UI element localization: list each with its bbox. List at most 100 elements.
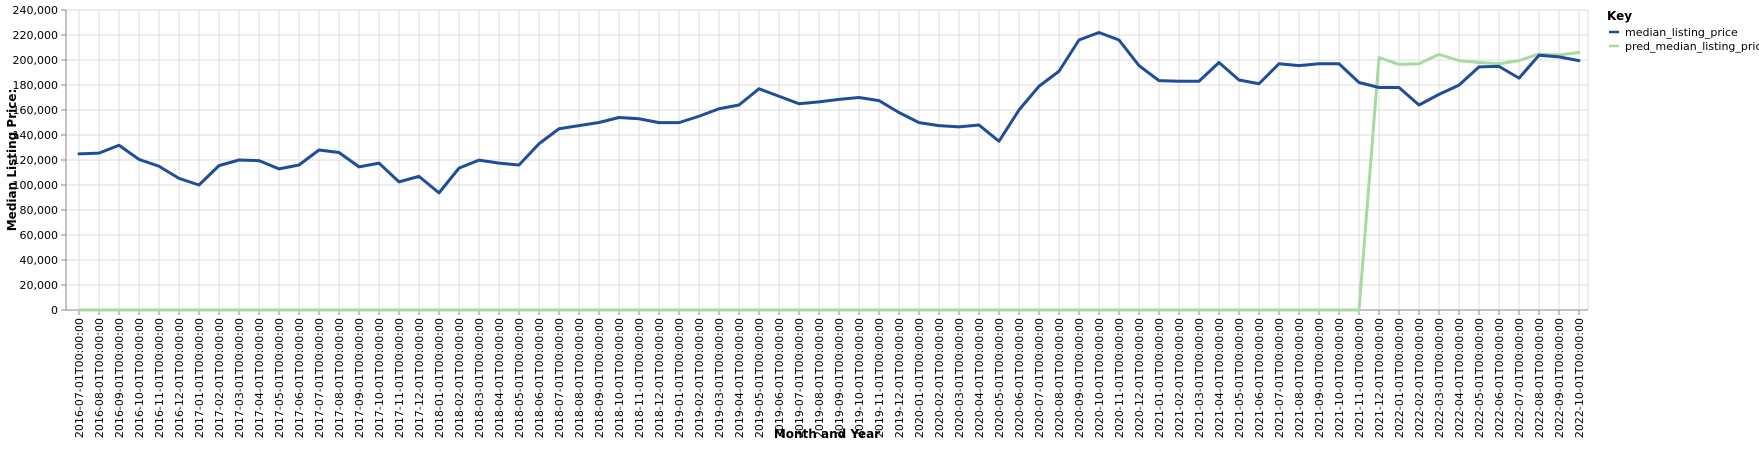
- y-axis-title: Median Listing Price:: [5, 89, 19, 232]
- x-tick-label: 2019-07-01T00:00:00: [793, 318, 806, 438]
- x-tick-label: 2022-05-01T00:00:00: [1473, 318, 1486, 438]
- x-tick-label: 2019-10-01T00:00:00: [853, 318, 866, 438]
- x-tick-label: 2017-08-01T00:00:00: [333, 318, 346, 438]
- y-tick-label: 80,000: [20, 204, 59, 217]
- x-tick-label: 2021-06-01T00:00:00: [1253, 318, 1266, 438]
- x-tick-label: 2016-09-01T00:00:00: [113, 318, 126, 438]
- x-tick-label: 2017-12-01T00:00:00: [413, 318, 426, 438]
- x-tick-label: 2021-04-01T00:00:00: [1213, 318, 1226, 438]
- y-axis: 0 20,000 40,000 60,000 80,000 100,000 120,000 1…: [13, 4, 66, 317]
- y-tick-label: 200,000: [13, 54, 59, 67]
- x-tick-label: 2020-01-01T00:00:00: [913, 318, 926, 438]
- x-tick-label: 2016-11-01T00:00:00: [153, 318, 166, 438]
- series-lines: [77, 31, 1581, 312]
- x-tick-label: 2021-09-01T00:00:00: [1313, 318, 1326, 438]
- x-tick-label: 2017-04-01T00:00:00: [253, 318, 266, 438]
- x-tick-label: 2019-09-01T00:00:00: [833, 318, 846, 438]
- x-tick-label: 2018-02-01T00:00:00: [453, 318, 466, 438]
- series-line-median-listing-price: [77, 31, 1581, 195]
- gridlines: [66, 9, 1588, 311]
- x-tick-label: 2019-08-01T00:00:00: [813, 318, 826, 438]
- x-tick-label: 2020-05-01T00:00:00: [993, 318, 1006, 438]
- x-tick-label: 2020-07-01T00:00:00: [1033, 318, 1046, 438]
- x-tick-label: 2019-04-01T00:00:00: [733, 318, 746, 438]
- y-tick-label: 0: [51, 304, 58, 317]
- x-tick-label: 2022-08-01T00:00:00: [1533, 318, 1546, 438]
- y-tick-label: 240,000: [13, 4, 59, 17]
- x-tick-label: 2019-05-01T00:00:00: [753, 318, 766, 438]
- x-tick-label: 2021-11-01T00:00:00: [1353, 318, 1366, 438]
- legend-label: pred_median_listing_price: [1625, 40, 1759, 53]
- y-tick-label: 40,000: [20, 254, 59, 267]
- x-axis-title: Month and Year: [774, 427, 880, 441]
- x-tick-label: 2019-01-01T00:00:00: [673, 318, 686, 438]
- x-tick-label: 2017-02-01T00:00:00: [213, 318, 226, 438]
- x-tick-label: 2021-08-01T00:00:00: [1293, 318, 1306, 438]
- x-tick-label: 2021-10-01T00:00:00: [1333, 318, 1346, 438]
- x-tick-label: 2017-05-01T00:00:00: [273, 318, 286, 438]
- x-tick-label: 2016-08-01T00:00:00: [93, 318, 106, 438]
- x-tick-label: 2020-09-01T00:00:00: [1073, 318, 1086, 438]
- y-tick-label: 60,000: [20, 229, 59, 242]
- x-tick-label: 2018-03-01T00:00:00: [473, 318, 486, 438]
- x-tick-label: 2017-09-01T00:00:00: [353, 318, 366, 438]
- x-tick-label: 2018-08-01T00:00:00: [573, 318, 586, 438]
- x-tick-label: 2017-03-01T00:00:00: [233, 318, 246, 438]
- series-line-pred-median-listing-price: [77, 51, 1581, 312]
- y-tick-label: 100,000: [13, 179, 59, 192]
- x-tick-label: 2020-04-01T00:00:00: [973, 318, 986, 438]
- x-tick-label: 2019-02-01T00:00:00: [693, 318, 706, 438]
- x-tick-label: 2018-04-01T00:00:00: [493, 318, 506, 438]
- x-tick-label: 2022-06-01T00:00:00: [1493, 318, 1506, 438]
- x-tick-label: 2022-10-01T00:00:00: [1573, 318, 1586, 438]
- x-tick-label: 2017-06-01T00:00:00: [293, 318, 306, 438]
- x-tick-label: 2022-04-01T00:00:00: [1453, 318, 1466, 438]
- x-tick-label: 2018-12-01T00:00:00: [653, 318, 666, 438]
- x-tick-label: 2019-03-01T00:00:00: [713, 318, 726, 438]
- x-tick-label: 2021-05-01T00:00:00: [1233, 318, 1246, 438]
- legend-label: median_listing_price: [1625, 26, 1738, 39]
- legend-title: Key: [1607, 9, 1632, 23]
- x-tick-label: 2022-07-01T00:00:00: [1513, 318, 1526, 438]
- x-tick-label: 2021-03-01T00:00:00: [1193, 318, 1206, 438]
- x-tick-label: 2018-01-01T00:00:00: [433, 318, 446, 438]
- x-tick-label: 2018-11-01T00:00:00: [633, 318, 646, 438]
- x-tick-label: 2020-06-01T00:00:00: [1013, 318, 1026, 438]
- x-tick-label: 2022-09-01T00:00:00: [1553, 318, 1566, 438]
- x-tick-label: 2018-05-01T00:00:00: [513, 318, 526, 438]
- x-tick-label: 2019-06-01T00:00:00: [773, 318, 786, 438]
- y-tick-label: 180,000: [13, 79, 59, 92]
- y-tick-label: 140,000: [13, 129, 59, 142]
- x-tick-label: 2017-07-01T00:00:00: [313, 318, 326, 438]
- x-tick-label: 2021-07-01T00:00:00: [1273, 318, 1286, 438]
- x-tick-label: 2016-12-01T00:00:00: [173, 318, 186, 438]
- x-tick-label: 2020-10-01T00:00:00: [1093, 318, 1106, 438]
- x-tick-label: 2018-10-01T00:00:00: [613, 318, 626, 438]
- x-tick-label: 2019-11-01T00:00:00: [873, 318, 886, 438]
- x-tick-label: 2021-02-01T00:00:00: [1173, 318, 1186, 438]
- x-tick-label: 2020-12-01T00:00:00: [1133, 318, 1146, 438]
- x-tick-label: 2022-01-01T00:00:00: [1393, 318, 1406, 438]
- x-tick-label: 2016-10-01T00:00:00: [133, 318, 146, 438]
- x-tick-label: 2017-01-01T00:00:00: [193, 318, 206, 438]
- x-tick-label: 2020-08-01T00:00:00: [1053, 318, 1066, 438]
- x-tick-label: 2020-11-01T00:00:00: [1113, 318, 1126, 438]
- x-tick-label: 2016-07-01T00:00:00: [73, 318, 86, 438]
- x-tick-label: 2019-12-01T00:00:00: [893, 318, 906, 438]
- x-tick-label: 2020-02-01T00:00:00: [933, 318, 946, 438]
- x-tick-label: 2021-12-01T00:00:00: [1373, 318, 1386, 438]
- x-tick-label: 2018-09-01T00:00:00: [593, 318, 606, 438]
- x-tick-label: 2018-07-01T00:00:00: [553, 318, 566, 438]
- x-tick-label: 2017-10-01T00:00:00: [373, 318, 386, 438]
- y-tick-label: 120,000: [13, 154, 59, 167]
- legend: Key median_listing_pricepred_median_list…: [1607, 9, 1759, 53]
- y-tick-label: 20,000: [20, 279, 59, 292]
- x-tick-label: 2017-11-01T00:00:00: [393, 318, 406, 438]
- y-tick-label: 160,000: [13, 104, 59, 117]
- x-tick-label: 2022-03-01T00:00:00: [1433, 318, 1446, 438]
- x-tick-label: 2022-02-01T00:00:00: [1413, 318, 1426, 438]
- y-tick-label: 220,000: [13, 29, 59, 42]
- x-tick-label: 2020-03-01T00:00:00: [953, 318, 966, 438]
